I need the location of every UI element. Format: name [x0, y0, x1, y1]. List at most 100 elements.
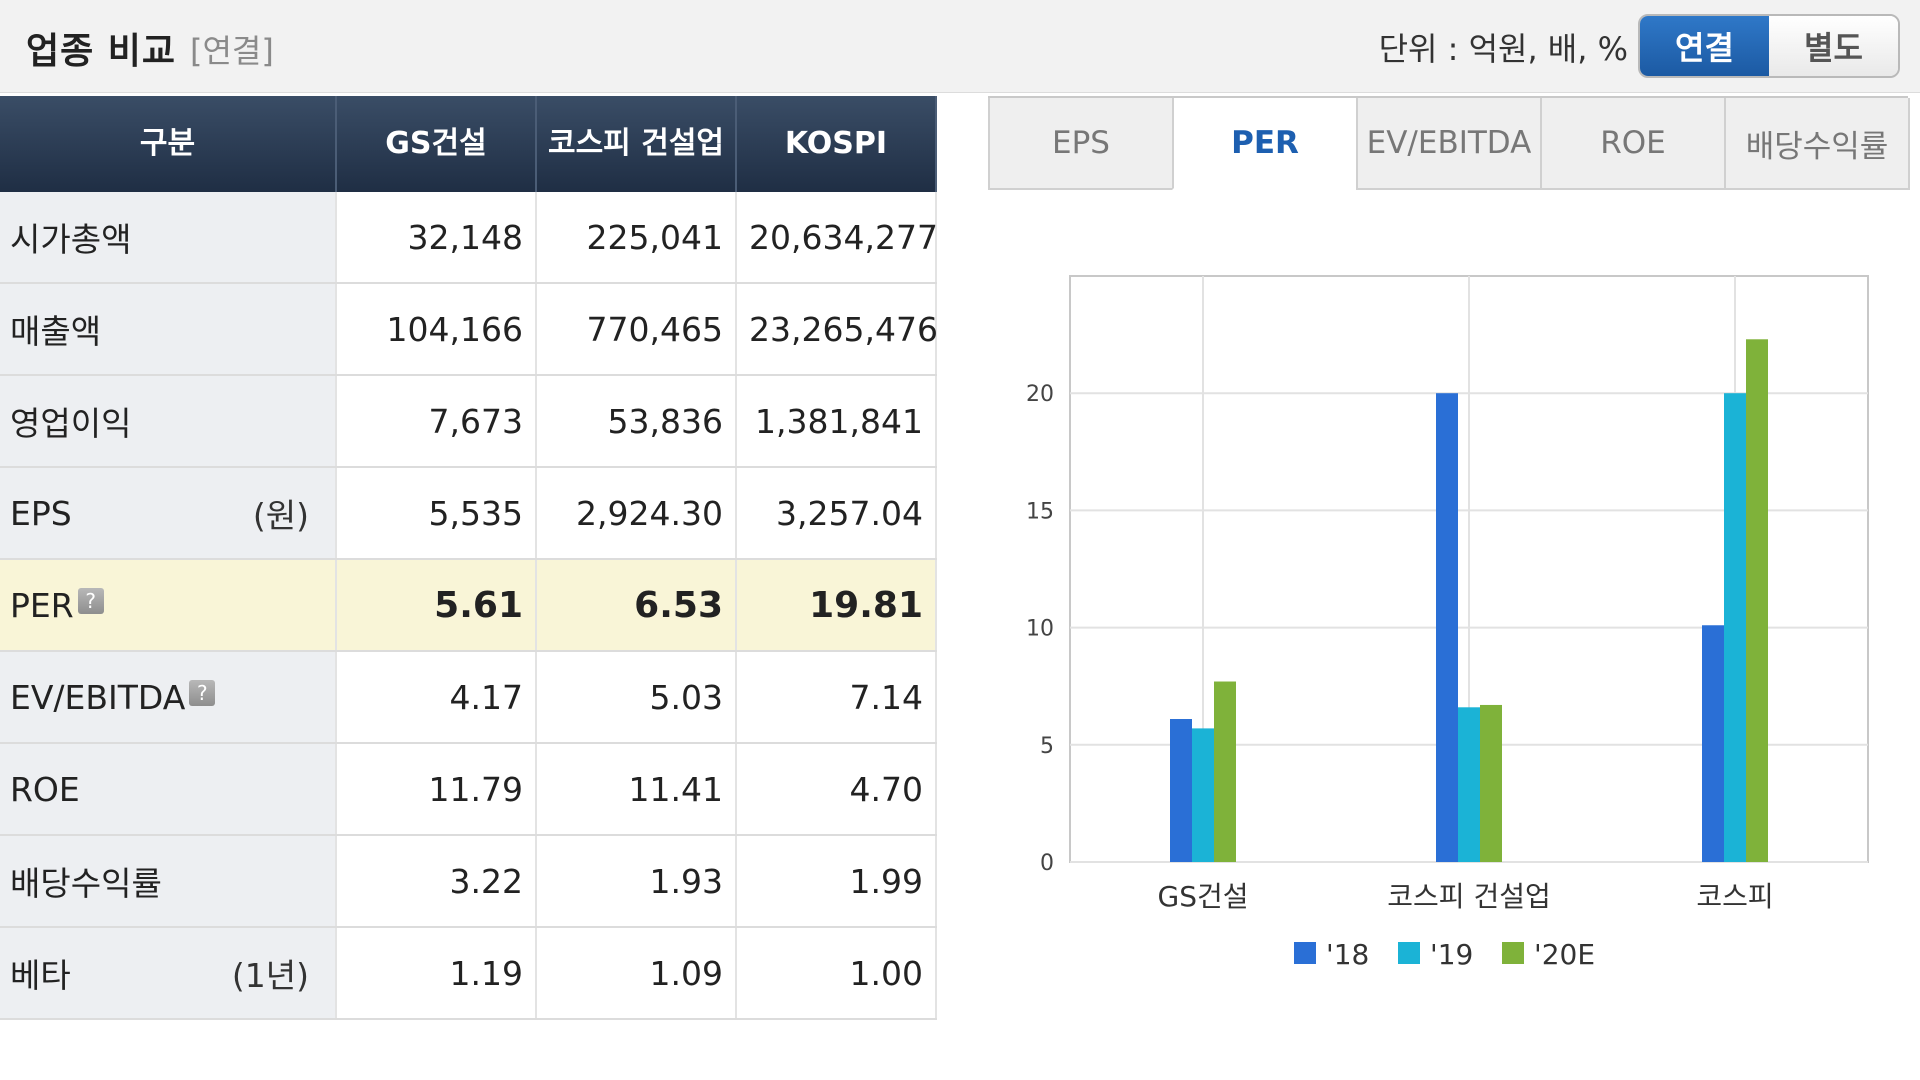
column-header-category: 구분: [0, 96, 337, 192]
legend-label-1: '18: [1326, 938, 1369, 971]
row-label: ROE: [10, 769, 80, 809]
table-cell: 225,041: [536, 192, 737, 284]
table-row: 배당수익률 3.22 1.93 1.99: [0, 835, 937, 928]
bar-2-1[interactable]: [1192, 728, 1214, 862]
table-cell: 53,836: [536, 375, 737, 468]
table-row: EV/EBITDA? 4.17 5.03 7.14: [0, 651, 937, 744]
row-label-cell: 배당수익률: [0, 835, 337, 928]
table-row: 매출액 104,166 770,465 23,265,476: [0, 283, 938, 376]
bar-3-1[interactable]: [1214, 681, 1236, 862]
row-label-cell: EV/EBITDA?: [0, 651, 337, 744]
table-cell: 104,166: [336, 283, 537, 376]
bar-1-1[interactable]: [1170, 719, 1192, 862]
row-label: EPS: [10, 493, 72, 533]
table-body: 시가총액 32,148 225,041 20,634,277 매출액 104,166 770…: [0, 192, 938, 1020]
legend-swatch: [1398, 942, 1420, 964]
x-category-label: GS건설: [1158, 880, 1249, 913]
table-cell: 5.03: [536, 651, 737, 744]
consolidated-toggle: 연결 별도: [1638, 14, 1900, 78]
unit-label: 단위 : 억원, 배, %: [1378, 30, 1628, 68]
tab--[interactable]: 배당수익률: [1724, 98, 1910, 190]
y-tick-label: 20: [1026, 382, 1054, 407]
row-label: 매출액: [10, 312, 102, 351]
table-cell: 5,535: [336, 467, 537, 560]
legend-label-3: '20E: [1534, 938, 1595, 971]
legend-swatch: [1294, 942, 1316, 964]
table-cell: 6.53: [536, 559, 737, 652]
header-bar: 업종 비교 [연결] 단위 : 억원, 배, % 연결 별도: [0, 0, 1920, 93]
row-unit: (원): [252, 496, 309, 535]
legend-swatch: [1502, 942, 1524, 964]
table-cell: 11.79: [336, 743, 537, 836]
table-cell: 3,257.04: [736, 467, 937, 560]
y-tick-label: 0: [1040, 851, 1054, 876]
row-label-cell: PER?: [0, 559, 337, 652]
row-label: PER: [10, 585, 74, 625]
row-label: EV/EBITDA: [10, 677, 186, 717]
row-label: 영업이익: [10, 404, 132, 443]
y-tick-label: 10: [1026, 617, 1054, 642]
table-cell: 20,634,277: [736, 192, 938, 284]
page-title: 업종 비교: [26, 31, 177, 72]
tab-per[interactable]: PER: [1172, 98, 1358, 190]
tab-eps[interactable]: EPS: [988, 98, 1174, 190]
table-cell: 4.70: [736, 743, 937, 836]
table-cell: 23,265,476: [736, 283, 938, 376]
y-tick-label: 5: [1040, 734, 1054, 759]
row-label: 배당수익률: [10, 864, 162, 903]
consolidated-button[interactable]: 연결: [1640, 16, 1769, 76]
bar-1-3[interactable]: [1702, 625, 1724, 862]
table-row: 영업이익 7,673 53,836 1,381,841: [0, 375, 937, 468]
help-icon[interactable]: ?: [77, 588, 104, 614]
table-row: EPS (원) 5,535 2,924.30 3,257.04: [0, 467, 937, 560]
column-header-gs: GS건설: [336, 96, 537, 192]
table-cell: 3.22: [336, 835, 537, 928]
row-label-cell: ROE: [0, 743, 337, 836]
page-subtitle: [연결]: [190, 32, 274, 70]
bar-2-3[interactable]: [1724, 393, 1746, 862]
table-cell: 1.19: [336, 927, 537, 1020]
table-cell: 770,465: [536, 283, 737, 376]
row-unit: (1년): [231, 956, 309, 995]
bar-2-2[interactable]: [1458, 707, 1480, 862]
x-category-label: 코스피: [1696, 880, 1773, 913]
table-cell: 1.00: [736, 927, 937, 1020]
bar-3-2[interactable]: [1480, 704, 1502, 862]
table-cell: 5.61: [336, 559, 537, 652]
row-label: 시가총액: [10, 220, 132, 259]
row-label-cell: EPS (원): [0, 467, 337, 560]
table-cell: 19.81: [736, 559, 937, 652]
table-cell: 1.09: [536, 927, 737, 1020]
row-label-cell: 영업이익: [0, 375, 337, 468]
table-cell: 1.93: [536, 835, 737, 928]
column-header-kospi: KOSPI: [736, 96, 937, 192]
bar-3-3[interactable]: [1746, 339, 1768, 863]
table-row: ROE 11.79 11.41 4.70: [0, 743, 937, 836]
table-cell: 11.41: [536, 743, 737, 836]
bar-1-2[interactable]: [1436, 393, 1458, 862]
table-row: 시가총액 32,148 225,041 20,634,277: [0, 192, 938, 284]
table-cell: 7,673: [336, 375, 537, 468]
column-header-kospi-construction: 코스피 건설업: [536, 96, 737, 192]
table-row: PER? 5.61 6.53 19.81: [0, 559, 937, 652]
table-row: 베타 (1년) 1.19 1.09 1.00: [0, 927, 937, 1020]
tab-roe[interactable]: ROE: [1540, 98, 1726, 190]
comparison-table: 구분 GS건설 코스피 건설업 KOSPI 시가총액 32,148 225,041 2…: [0, 96, 938, 1020]
table-cell: 32,148: [336, 192, 537, 284]
y-tick-label: 15: [1026, 499, 1054, 524]
table-cell: 1.99: [736, 835, 937, 928]
row-label-cell: 시가총액: [0, 192, 337, 284]
help-icon[interactable]: ?: [189, 680, 216, 706]
row-label: 베타: [10, 956, 71, 995]
row-label-cell: 베타 (1년): [0, 927, 337, 1020]
table-header-row: 구분 GS건설 코스피 건설업 KOSPI: [0, 96, 937, 192]
chart-panel: 0 5 10 15 20 GS건설 코스피 건설업 코스피 '18 '19 '20E: [988, 190, 1908, 1080]
row-label-cell: 매출액: [0, 283, 337, 376]
tab-ev-ebitda[interactable]: EV/EBITDA: [1356, 98, 1542, 190]
per-bar-chart: 0 5 10 15 20 GS건설 코스피 건설업 코스피 '18 '19 '20E: [1026, 275, 1869, 971]
table-cell: 4.17: [336, 651, 537, 744]
separate-button[interactable]: 별도: [1769, 16, 1898, 76]
metric-tabs: EPS PER EV/EBITDA ROE 배당수익률: [988, 96, 1910, 190]
legend-label-2: '19: [1430, 938, 1473, 971]
